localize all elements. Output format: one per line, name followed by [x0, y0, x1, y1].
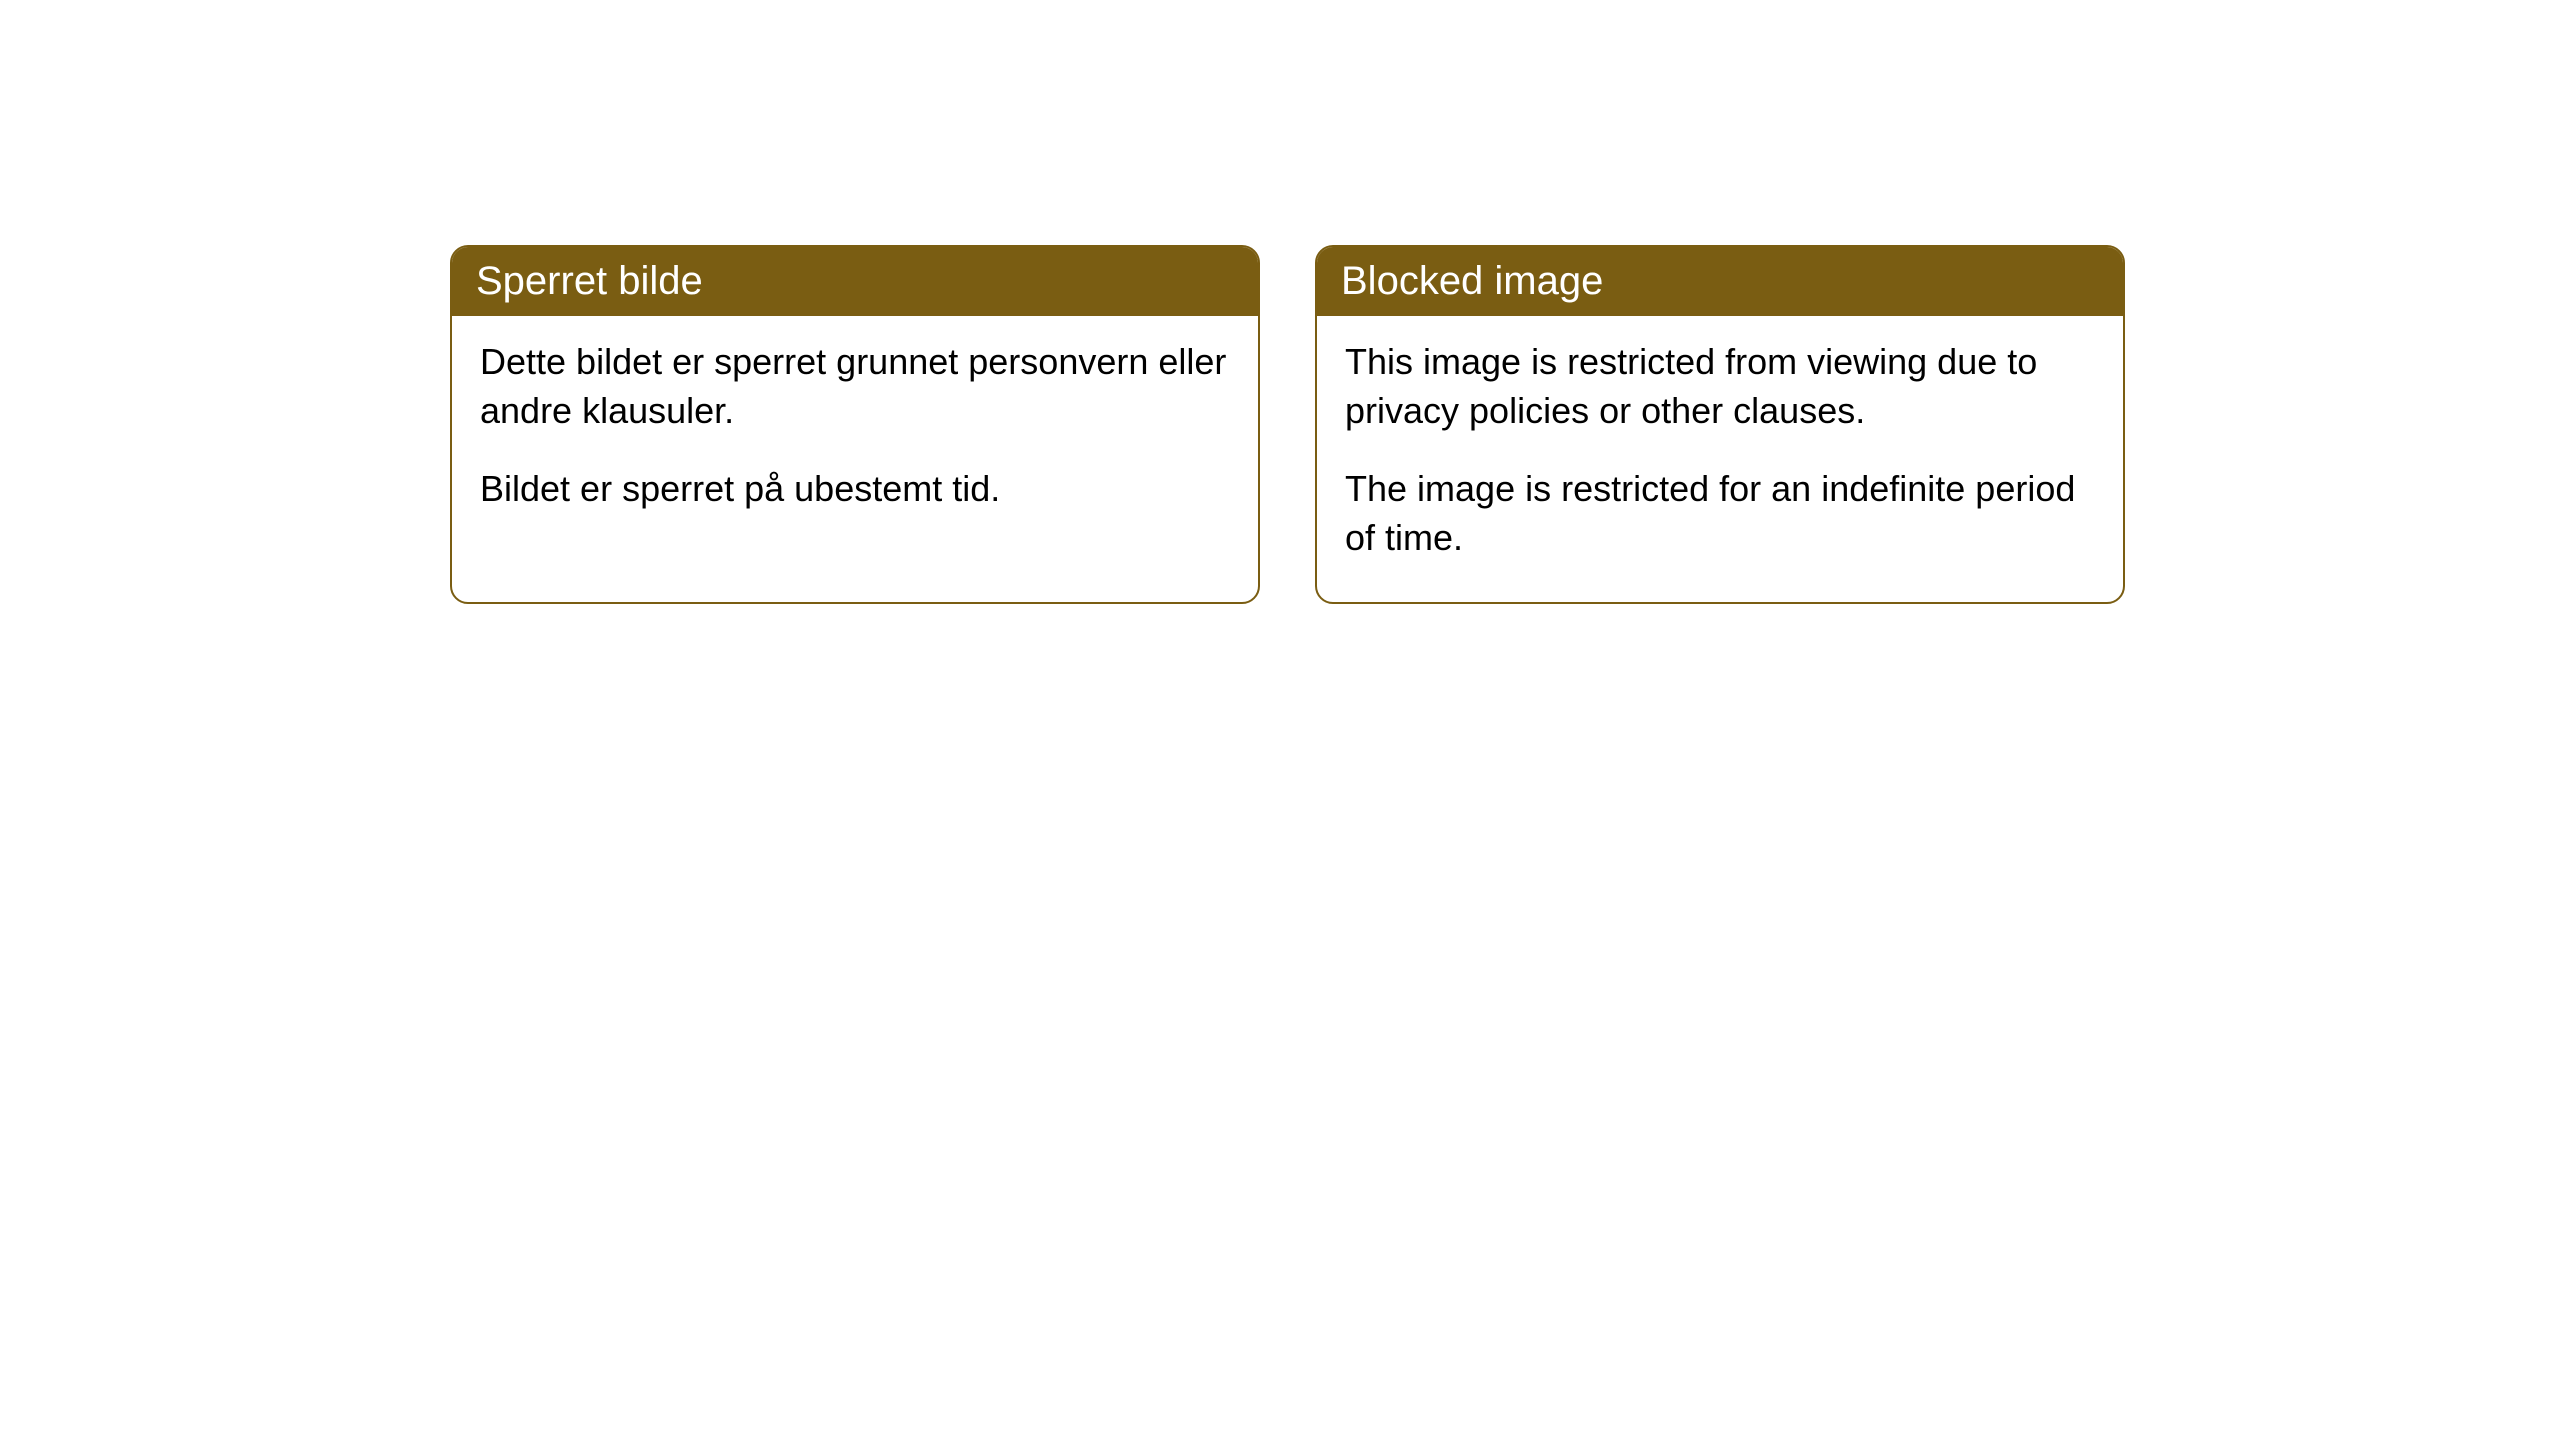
card-title: Sperret bilde: [452, 247, 1258, 316]
card-paragraph: Bildet er sperret på ubestemt tid.: [480, 465, 1230, 514]
card-body: Dette bildet er sperret grunnet personve…: [452, 316, 1258, 554]
card-paragraph: The image is restricted for an indefinit…: [1345, 465, 2095, 562]
card-paragraph: This image is restricted from viewing du…: [1345, 338, 2095, 435]
notice-card-english: Blocked image This image is restricted f…: [1315, 245, 2125, 604]
notice-cards-container: Sperret bilde Dette bildet er sperret gr…: [450, 245, 2125, 604]
card-body: This image is restricted from viewing du…: [1317, 316, 2123, 602]
card-title: Blocked image: [1317, 247, 2123, 316]
notice-card-norwegian: Sperret bilde Dette bildet er sperret gr…: [450, 245, 1260, 604]
card-paragraph: Dette bildet er sperret grunnet personve…: [480, 338, 1230, 435]
